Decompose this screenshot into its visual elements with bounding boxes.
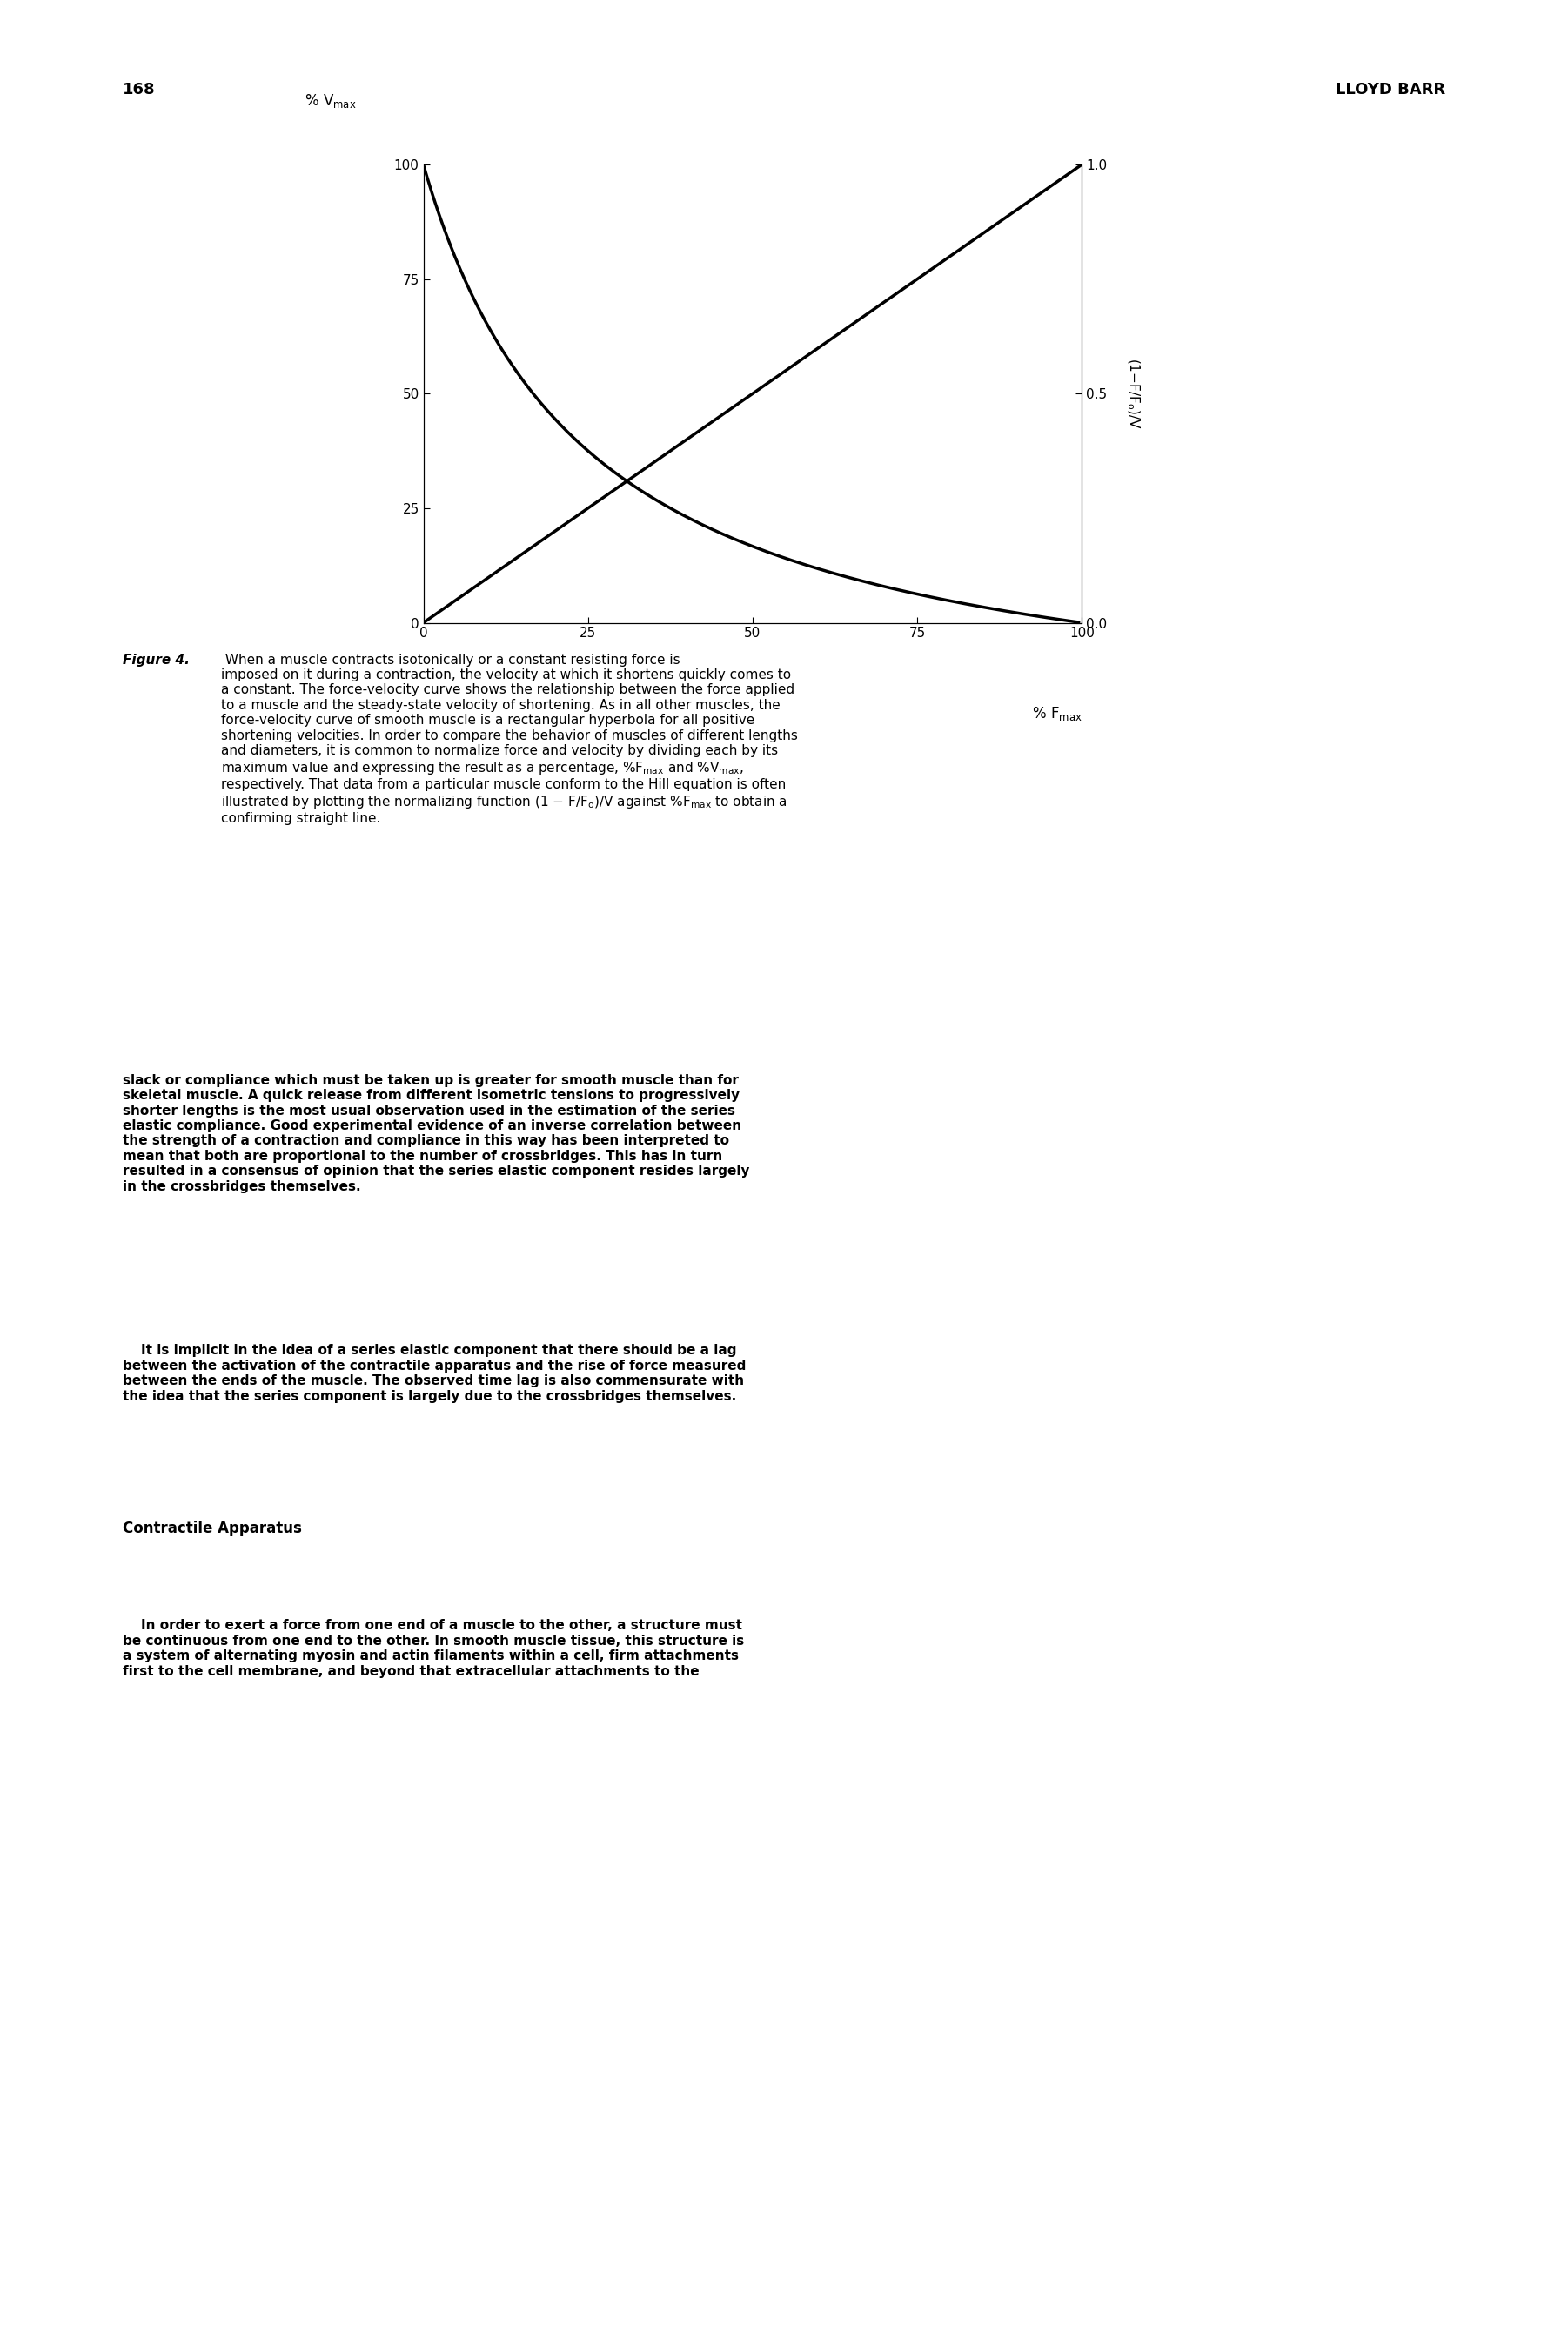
Text: % F$_{\mathrm{max}}$: % F$_{\mathrm{max}}$ — [1032, 705, 1082, 724]
Text: It is implicit in the idea of a series elastic component that there should be a : It is implicit in the idea of a series e… — [122, 1344, 746, 1403]
Text: Contractile Apparatus: Contractile Apparatus — [122, 1520, 301, 1537]
Text: 168: 168 — [122, 82, 155, 99]
Text: slack or compliance which must be taken up is greater for smooth muscle than for: slack or compliance which must be taken … — [122, 1074, 750, 1194]
Y-axis label: (1$-$F/F$_\mathrm{o}$)/V: (1$-$F/F$_\mathrm{o}$)/V — [1126, 357, 1142, 430]
Text: In order to exert a force from one end of a muscle to the other, a structure mus: In order to exert a force from one end o… — [122, 1619, 743, 1678]
Text: When a muscle contracts isotonically or a constant resisting force is
imposed on: When a muscle contracts isotonically or … — [221, 653, 798, 825]
Text: Figure 4.: Figure 4. — [122, 653, 190, 667]
Text: % V$_{\mathrm{max}}$: % V$_{\mathrm{max}}$ — [304, 92, 356, 110]
Text: LLOYD BARR: LLOYD BARR — [1336, 82, 1446, 99]
